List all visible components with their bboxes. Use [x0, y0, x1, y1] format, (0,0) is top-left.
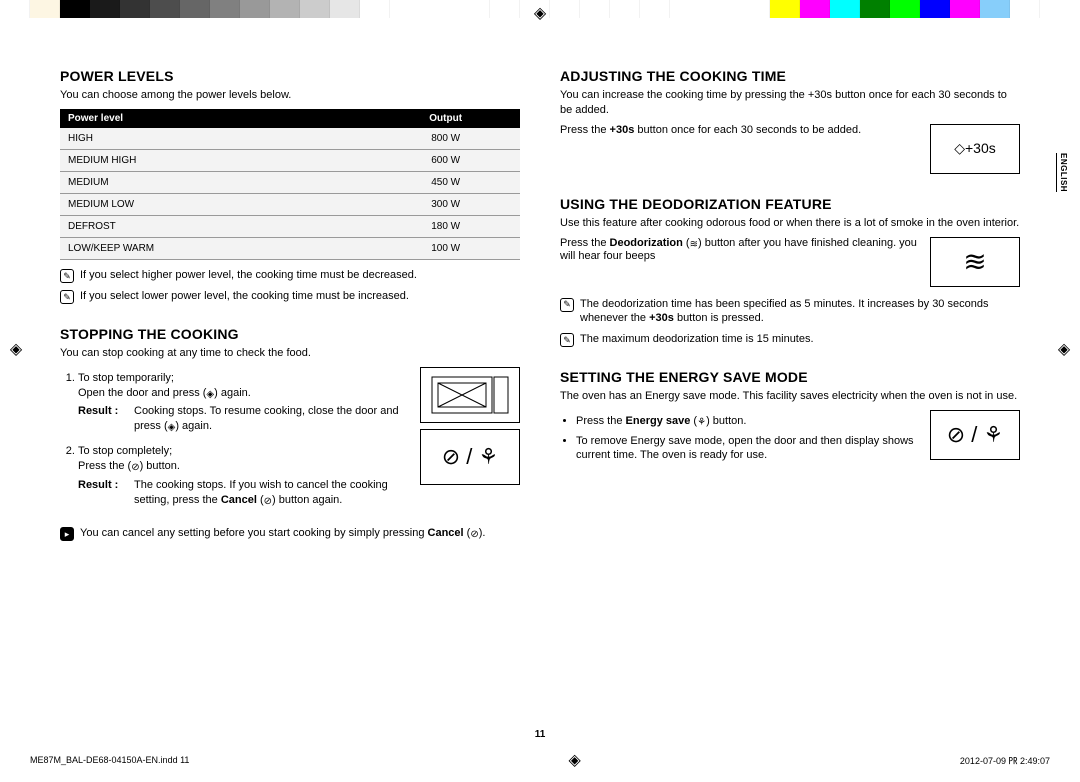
result-text: The cooking stops. If you wish to cancel… — [134, 478, 410, 508]
heading-adjusting: ADJUSTING THE COOKING TIME — [560, 68, 1020, 84]
section-deodorization: USING THE DEODORIZATION FEATURE Use this… — [560, 196, 1020, 348]
tip-cancel-before-start: ▸ You can cancel any setting before you … — [60, 526, 520, 542]
print-footer: ME87M_BAL-DE68-04150A-EN.indd 11 ◈ 2012-… — [0, 750, 1080, 770]
heading-deodor: USING THE DEODORIZATION FEATURE — [560, 196, 1020, 212]
stopping-steps: To stop temporarily; Open the door and p… — [60, 371, 410, 508]
note-icon: ✎ — [60, 269, 74, 283]
adjusting-body: Press the +30s button once for each 30 s… — [560, 124, 920, 136]
note-icon: ✎ — [560, 333, 574, 347]
note-text: If you select lower power level, the coo… — [80, 289, 409, 304]
stopping-images: ⊘ / ⚘ — [420, 367, 520, 485]
intro-deodor: Use this feature after cooking odorous f… — [560, 216, 1020, 231]
table-row: MEDIUM450 W — [60, 171, 520, 193]
section-power-levels: POWER LEVELS You can choose among the po… — [60, 68, 520, 304]
footer-filename: ME87M_BAL-DE68-04150A-EN.indd 11 — [30, 755, 189, 765]
note-deodor-5min: ✎ The deodorization time has been specif… — [560, 297, 1020, 327]
microwave-illustration — [420, 367, 520, 423]
heading-stopping: STOPPING THE COOKING — [60, 326, 520, 342]
table-row: HIGH800 W — [60, 128, 520, 150]
deodorization-icon: ≋ — [930, 237, 1020, 287]
section-stopping-cooking: STOPPING THE COOKING You can stop cookin… — [60, 326, 520, 542]
note-lower-power: ✎ If you select lower power level, the c… — [60, 289, 520, 304]
table-row: MEDIUM HIGH600 W — [60, 149, 520, 171]
energy-inline-icon: ⚘ — [697, 416, 706, 430]
stopping-body: To stop temporarily; Open the door and p… — [60, 367, 520, 518]
registration-mark-bottom: ◈ — [569, 750, 581, 770]
note-text: If you select higher power level, the co… — [80, 268, 417, 283]
result-label: Result : — [78, 404, 126, 434]
start-icon: ◈ — [206, 388, 214, 402]
table-row: DEFROST180 W — [60, 215, 520, 237]
step-1: To stop temporarily; Open the door and p… — [78, 371, 410, 435]
table-row: MEDIUM LOW300 W — [60, 193, 520, 215]
page-content: POWER LEVELS You can choose among the po… — [0, 18, 1080, 568]
note-icon: ✎ — [60, 290, 74, 304]
stop-icon: ⊘ — [470, 528, 478, 542]
note-higher-power: ✎ If you select higher power level, the … — [60, 268, 520, 283]
intro-stopping: You can stop cooking at any time to chec… — [60, 346, 520, 361]
tip-text: You can cancel any setting before you st… — [80, 526, 485, 542]
stop-cancel-button-icon: ⊘ / ⚘ — [420, 429, 520, 485]
result-text: Cooking stops. To resume cooking, close … — [134, 404, 410, 434]
registration-mark-top: ◈ — [530, 4, 550, 24]
section-adjusting-time: ADJUSTING THE COOKING TIME You can incre… — [560, 68, 1020, 174]
intro-adjusting: You can increase the cooking time by pre… — [560, 88, 1020, 118]
deodor-inline-icon: ≋ — [690, 239, 698, 250]
energy-bullets: Press the Energy save (⚘) button. To rem… — [560, 414, 920, 467]
step-2: To stop completely; Press the (⊘) button… — [78, 444, 410, 508]
deodor-body: Press the Deodorization (≋) button after… — [560, 237, 920, 262]
registration-mark-left: ◈ — [6, 340, 26, 360]
intro-energy: The oven has an Energy save mode. This f… — [560, 389, 1020, 404]
table-row: LOW/KEEP WARM100 W — [60, 237, 520, 259]
stop-icon: ⊘ — [264, 495, 272, 509]
registration-mark-right: ◈ — [1054, 340, 1074, 360]
power-level-table: Power level Output HIGH800 WMEDIUM HIGH6… — [60, 109, 520, 260]
note-text: The maximum deodorization time is 15 min… — [580, 332, 814, 347]
note-icon: ✎ — [560, 298, 574, 312]
heading-energy: SETTING THE ENERGY SAVE MODE — [560, 369, 1020, 385]
heading-power-levels: POWER LEVELS — [60, 68, 520, 84]
energy-save-icon: ⊘ / ⚘ — [930, 410, 1020, 460]
page-number: 11 — [0, 729, 1080, 740]
plus-30s-icon: ◇+30s — [930, 124, 1020, 174]
language-tab: ENGLISH — [1056, 153, 1068, 192]
th-output: Output — [371, 109, 520, 128]
note-deodor-max: ✎ The maximum deodorization time is 15 m… — [560, 332, 1020, 347]
footer-timestamp: 2012-07-09 ㏚ 2:49:07 — [960, 754, 1050, 767]
note-text: The deodorization time has been specifie… — [580, 297, 1020, 327]
intro-power-levels: You can choose among the power levels be… — [60, 88, 520, 103]
section-energy-save: SETTING THE ENERGY SAVE MODE The oven ha… — [560, 369, 1020, 467]
result-label: Result : — [78, 478, 126, 508]
bullet-press-energy-save: Press the Energy save (⚘) button. — [576, 414, 920, 430]
left-column: POWER LEVELS You can choose among the po… — [60, 68, 520, 548]
right-column: ENGLISH ADJUSTING THE COOKING TIME You c… — [560, 68, 1020, 548]
stop-icon: ⊘ — [131, 461, 139, 475]
tip-icon: ▸ — [60, 527, 74, 541]
bullet-remove-energy-save: To remove Energy save mode, open the doo… — [576, 434, 920, 464]
th-power-level: Power level — [60, 109, 371, 128]
